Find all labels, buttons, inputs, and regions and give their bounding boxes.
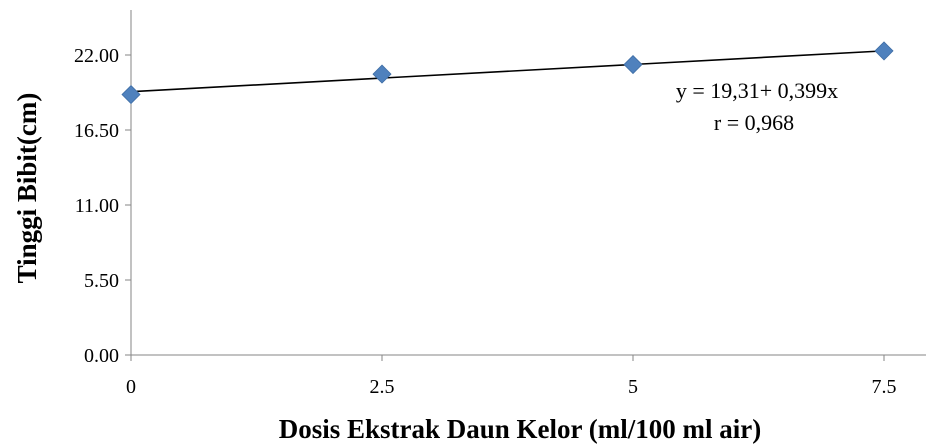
y-axis-title: Tinggi Bibit(cm): [12, 93, 42, 284]
data-point: [372, 64, 392, 84]
y-tick-label: 22.00: [74, 45, 119, 67]
y-tick-label: 0.00: [84, 345, 119, 367]
y-axis-ticks: 0.00 5.50 11.00 16.50 22.00: [74, 45, 131, 367]
x-tick-label: 2.5: [370, 376, 395, 398]
x-axis-title: Dosis Ekstrak Daun Kelor (ml/100 ml air): [279, 414, 762, 444]
x-tick-label: 7.5: [872, 376, 897, 398]
equation-annotation: y = 19,31+ 0,399x: [676, 78, 838, 103]
x-tick-label: 0: [126, 376, 136, 398]
data-point: [874, 41, 894, 61]
y-tick-label: 11.00: [75, 195, 119, 217]
y-tick-label: 16.50: [74, 120, 119, 142]
x-tick-label: 5: [628, 376, 638, 398]
data-point: [623, 54, 643, 75]
trendline: [130, 50, 885, 93]
data-points: [121, 41, 894, 105]
y-tick-label: 5.50: [84, 270, 119, 292]
x-axis-ticks: 0 2.5 5 7.5: [126, 355, 897, 398]
data-point: [121, 84, 141, 105]
r-annotation: r = 0,968: [714, 110, 794, 135]
